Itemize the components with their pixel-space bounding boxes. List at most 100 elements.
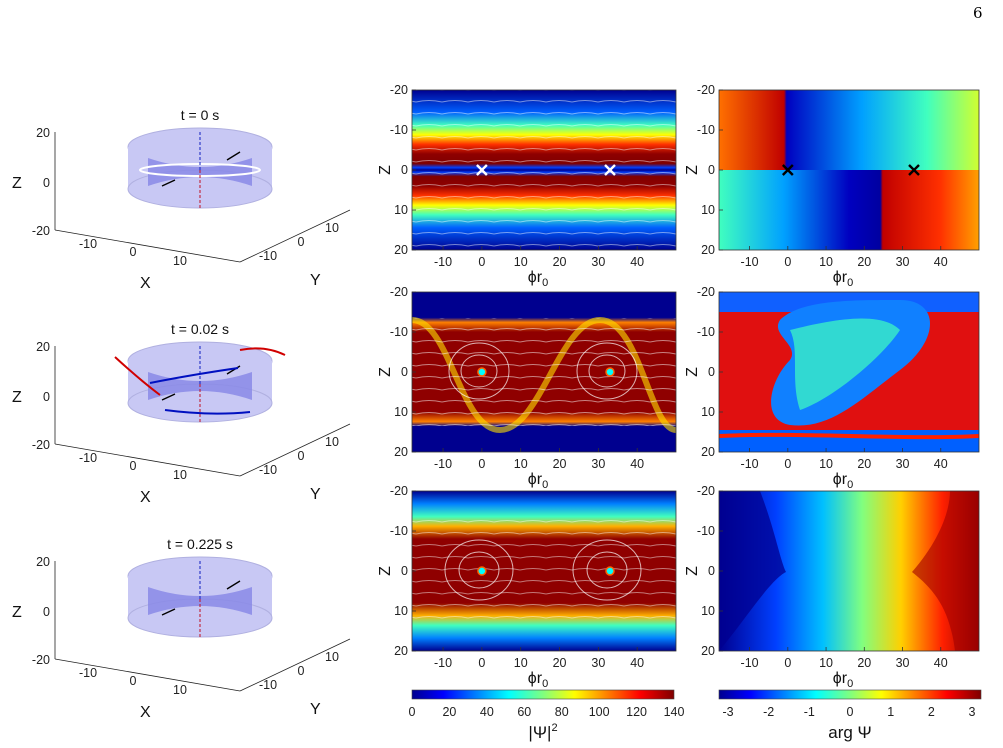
y-tick-label: 0: [708, 564, 715, 578]
phase-colorbar-tick: 2: [928, 705, 935, 719]
x-tick-label: 20: [553, 457, 567, 471]
y-tick-label: 0: [708, 163, 715, 177]
phase-colorbar-tick: 0: [847, 705, 854, 719]
x-tick-label: 0: [478, 457, 485, 471]
x-tick-label: 0: [478, 656, 485, 670]
phi-r0-axis-label: ϕr0: [528, 670, 548, 690]
y-tick-label: 10: [394, 405, 408, 419]
z-axis-label: Z: [12, 175, 22, 192]
phase-heatmap-t0225: [719, 491, 979, 651]
density-heatmap-t0225: [412, 491, 676, 651]
x-tick-label: 30: [591, 457, 605, 471]
y-tick-label: 20: [701, 243, 715, 257]
x-tick-label: 10: [819, 255, 833, 269]
x-tick-label: 0: [130, 245, 137, 259]
phase-colorbar-label: arg Ψ: [828, 723, 872, 742]
x-tick-label: 10: [173, 683, 187, 697]
density-colorbar-tick: 40: [480, 705, 494, 719]
x-tick-label: -10: [79, 666, 97, 680]
x-tick-label: 10: [514, 255, 528, 269]
z-tick-label: 20: [36, 340, 50, 354]
y-tick-label: -20: [390, 285, 408, 299]
x-tick-label: -10: [741, 656, 759, 670]
y-tick-label: 0: [401, 365, 408, 379]
y-tick-label: -20: [697, 484, 715, 498]
x-axis-label: X: [140, 704, 151, 721]
page-number: 6: [973, 4, 983, 22]
x-tick-label: 30: [896, 457, 910, 471]
density-heatmap-t002: [412, 292, 676, 452]
x-tick-label: -10: [434, 255, 452, 269]
x-tick-label: -10: [79, 451, 97, 465]
x-tick-label: -10: [741, 457, 759, 471]
x-axis-label: X: [140, 275, 151, 292]
y-tick-label: -10: [697, 123, 715, 137]
x-tick-label: 20: [857, 255, 871, 269]
x-tick-label: 10: [819, 457, 833, 471]
panel-3d-title: t = 0.225 s: [167, 536, 233, 552]
y-axis-label: Y: [310, 272, 321, 289]
z-tick-label: -20: [32, 224, 50, 238]
y-tick-label: 20: [394, 644, 408, 658]
vortex-core: [477, 566, 487, 576]
density-colorbar-tick: 60: [517, 705, 531, 719]
x-tick-label: 30: [591, 656, 605, 670]
phi-r0-axis-label: ϕr0: [528, 471, 548, 491]
density-colorbar-tick: 140: [664, 705, 685, 719]
density-colorbar: [411, 689, 675, 700]
y-tick-label: 10: [394, 604, 408, 618]
x-tick-label: 0: [478, 255, 485, 269]
x-tick-label: 0: [784, 457, 791, 471]
y-tick-label: -10: [390, 325, 408, 339]
y-tick-label: -20: [697, 83, 715, 97]
y-tick-label: 0: [401, 564, 408, 578]
x-tick-label: 40: [934, 255, 948, 269]
x-tick-label: 40: [630, 255, 644, 269]
y-tick-label: -10: [697, 524, 715, 538]
x-tick-label: 30: [896, 656, 910, 670]
z-axis-label: Z: [684, 566, 701, 576]
z-tick-label: -20: [32, 438, 50, 452]
z-axis-label: Z: [377, 165, 394, 175]
y-tick-label: 10: [325, 221, 339, 235]
torus-3d-panel-1: t = 0 s 20 0 -20 Z -10 0 10 X 10 0 -10 Y: [12, 107, 351, 292]
x-tick-label: -10: [434, 656, 452, 670]
y-tick-label: 10: [701, 405, 715, 419]
x-tick-label: 10: [514, 457, 528, 471]
y-tick-label: 20: [394, 243, 408, 257]
z-axis-label: Z: [12, 389, 22, 406]
x-tick-label: 10: [173, 254, 187, 268]
phi-r0-axis-label: ϕr0: [528, 269, 548, 289]
x-tick-label: 20: [857, 656, 871, 670]
z-axis-label: Z: [377, 566, 394, 576]
phase-colorbar-tick: 1: [887, 705, 894, 719]
y-tick-label: -10: [390, 123, 408, 137]
density-colorbar-tick: 120: [626, 705, 647, 719]
phase-heatmap-t002: [719, 292, 979, 452]
vortex-core: [477, 367, 487, 377]
y-tick-label: -20: [390, 83, 408, 97]
y-tick-label: 20: [701, 644, 715, 658]
density-colorbar-tick: 20: [442, 705, 456, 719]
phase-colorbar-tick: 3: [969, 705, 976, 719]
phi-r0-axis-label: ϕr0: [833, 471, 853, 491]
z-tick-label: 20: [36, 126, 50, 140]
y-tick-label: 20: [394, 445, 408, 459]
vortex-core: [605, 367, 615, 377]
phase-colorbar-tick: -2: [763, 705, 774, 719]
panel-3d-title: t = 0 s: [181, 107, 220, 123]
x-tick-label: -10: [79, 237, 97, 251]
y-tick-label: -20: [390, 484, 408, 498]
x-tick-label: 30: [591, 255, 605, 269]
density-colorbar-tick: 100: [589, 705, 610, 719]
phase-colorbar-tick: -3: [722, 705, 733, 719]
vortex-core: [605, 566, 615, 576]
z-tick-label: 0: [43, 176, 50, 190]
y-tick-label: 10: [325, 435, 339, 449]
x-tick-label: 0: [130, 459, 137, 473]
x-tick-label: 20: [553, 656, 567, 670]
